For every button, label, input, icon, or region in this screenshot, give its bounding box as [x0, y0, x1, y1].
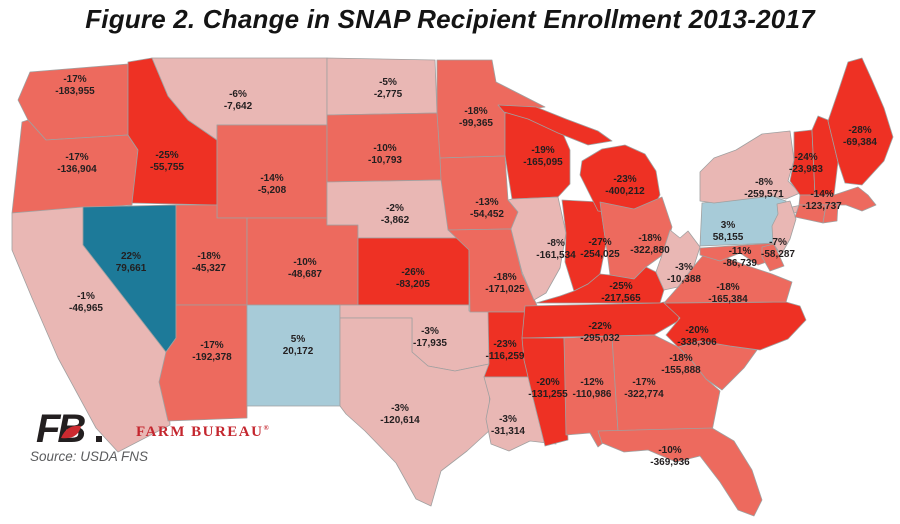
state-label-ms: -20% -131,255 [528, 377, 568, 400]
state-label-ny: -8% -259,571 [744, 177, 784, 200]
state-label-mn: -18% -99,365 [459, 106, 493, 129]
state-label-mo: -18% -171,025 [485, 272, 525, 295]
state-ri [822, 202, 839, 224]
state-label-ky: -25% -217,565 [601, 281, 641, 304]
state-ky [535, 266, 665, 304]
farm-bureau-mark: FB [36, 407, 102, 451]
registered-mark: ® [263, 424, 269, 432]
state-me [827, 57, 894, 186]
fb-mark-period [96, 436, 102, 442]
state-label-wv: -3% -10,388 [667, 262, 701, 285]
state-label-me: -28% -69,384 [843, 125, 877, 148]
state-fl [597, 427, 763, 517]
state-label-va: -18% -165,384 [708, 282, 748, 305]
state-label-az: -17% -192,378 [192, 340, 232, 363]
state-label-ar: -23% -116,259 [486, 339, 525, 362]
state-label-la: -3% -31,314 [491, 414, 525, 437]
state-label-ca: -1% -46,965 [69, 291, 103, 314]
state-tx [339, 317, 491, 507]
state-label-vt: -24% -23,983 [789, 152, 823, 175]
state-ks [357, 237, 470, 306]
state-wv [655, 229, 701, 291]
farm-bureau-logo: FB FARM BUREAU® [36, 407, 336, 451]
state-label-tx: -3% -120,614 [380, 403, 420, 426]
fb-leaf-icon [61, 425, 81, 439]
state-label-tn: -22% -295,032 [580, 321, 620, 344]
brand-text: FARM BUREAU [136, 424, 264, 440]
state-label-ia: -13% -54,452 [470, 197, 504, 220]
state-label-fl: -10% -369,936 [650, 445, 690, 468]
state-label-al: -12% -110,986 [573, 377, 612, 400]
states-layer: -17% -183,955 -17% -136,904 -1% -46,965 22% 79,… [11, 57, 894, 517]
state-label-sd: -10% -10,793 [368, 143, 402, 166]
state-label-il: -8% -161,534 [536, 238, 576, 261]
state-label-ma: -14% -123,737 [802, 189, 842, 212]
state-label-mi: -23% -400,212 [605, 174, 645, 197]
state-label-pa: 3% 58,155 [713, 220, 744, 243]
state-label-nm: 5% 20,172 [283, 334, 314, 357]
state-label-ut: -18% -45,327 [192, 251, 226, 274]
state-wy [216, 124, 328, 219]
state-label-ks: -26% -83,205 [396, 267, 430, 290]
state-label-nd: -5% -2,775 [374, 77, 403, 100]
state-label-wa: -17% -183,955 [55, 74, 95, 97]
state-label-nc: -20% -338,306 [677, 325, 717, 348]
state-label-md: -11% -86,739 [723, 246, 757, 269]
state-label-wi: -19% -165,095 [523, 145, 563, 168]
state-label-or: -17% -136,904 [57, 152, 97, 175]
state-label-ok: -3% -17,935 [413, 326, 447, 349]
farm-bureau-wordmark: FARM BUREAU® [136, 424, 269, 441]
state-label-ne: -2% -3,862 [381, 203, 410, 226]
state-label-in: -27% -254,025 [580, 237, 620, 260]
state-label-mt: -6% -7,642 [224, 89, 253, 112]
source-note: Source: USDA FNS [30, 449, 149, 464]
figure-title: Figure 2. Change in SNAP Recipient Enrol… [85, 4, 815, 34]
state-label-co: -10% -48,687 [288, 257, 322, 280]
state-label-nj: -7% -58,287 [761, 237, 795, 260]
state-label-sc: -18% -155,888 [661, 353, 701, 376]
state-il [507, 196, 567, 301]
state-label-nv: 22% 79,661 [116, 251, 147, 274]
state-nc [663, 301, 807, 351]
state-label-id: -25% -55,755 [150, 150, 184, 173]
state-label-wy: -14% -5,208 [258, 173, 287, 196]
state-label-ga: -17% -322,774 [624, 377, 664, 400]
state-mi [497, 104, 613, 146]
state-de [761, 243, 785, 272]
state-label-oh: -18% -322,880 [630, 233, 670, 256]
